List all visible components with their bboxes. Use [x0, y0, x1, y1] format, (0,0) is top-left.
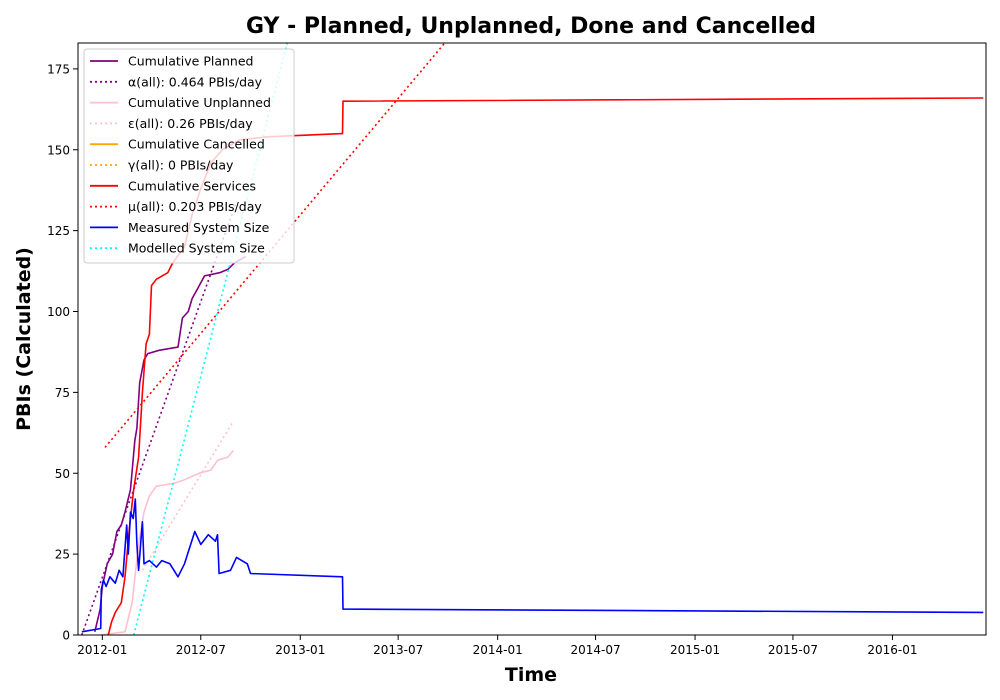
x-axis: 2012-01 2012-07 2013-01 2013-07 2014-01 2014-…: [77, 635, 918, 657]
legend-entry: Measured System Size: [128, 220, 270, 235]
x-axis-label: Time: [505, 664, 557, 686]
series-line-cumulative-planned: [94, 255, 246, 632]
y-tick-label: 100: [47, 305, 70, 319]
legend-entry: Cumulative Planned: [128, 54, 253, 69]
legend-entry: Modelled System Size: [128, 241, 265, 256]
x-tick-label: 2014-07: [570, 643, 620, 657]
legend-entry: ε(all): 0.26 PBIs/day: [128, 116, 253, 131]
series-line-all-0-464-pbis-day: [81, 204, 237, 635]
series-line-modelled-system-size: [132, 43, 289, 635]
legend-entry: Cumulative Unplanned: [128, 95, 271, 110]
y-axis-label: PBIs (Calculated): [13, 247, 35, 431]
legend: Cumulative Planned α(all): 0.464 PBIs/day…: [83, 48, 295, 264]
y-axis: 0 25 50 75 100 125 150 175: [47, 62, 78, 643]
x-tick-label: 2012-07: [176, 643, 226, 657]
x-tick-label: 2013-07: [373, 643, 423, 657]
x-tick-label: 2015-07: [768, 643, 818, 657]
y-tick-label: 0: [62, 629, 70, 643]
x-tick-label: 2013-01: [275, 643, 325, 657]
legend-entry: Cumulative Cancelled: [128, 137, 265, 152]
legend-entry: α(all): 0.464 PBIs/day: [128, 74, 263, 89]
y-tick-label: 125: [47, 224, 70, 238]
y-tick-label: 50: [55, 467, 70, 481]
series-line-all-0-26-pbis-day: [141, 421, 234, 571]
x-tick-label: 2016-01: [867, 643, 917, 657]
legend-entry: γ(all): 0 PBIs/day: [128, 158, 234, 173]
series-line-measured-system-size: [81, 498, 984, 633]
legend-box: [83, 48, 295, 264]
legend-entry: μ(all): 0.203 PBIs/day: [128, 199, 262, 214]
y-tick-label: 150: [47, 143, 70, 157]
x-tick-label: 2014-01: [473, 643, 523, 657]
plot-frame: [77, 42, 987, 636]
legend-entry: Cumulative Services: [128, 178, 256, 193]
y-tick-label: 175: [47, 62, 70, 76]
series-line-cumulative-unplanned: [100, 450, 234, 635]
x-tick-label: 2015-01: [670, 643, 720, 657]
y-tick-label: 75: [55, 386, 70, 400]
chart-title: GY - Planned, Unplanned, Done and Cancel…: [246, 14, 816, 39]
x-tick-label: 2012-01: [77, 643, 127, 657]
y-tick-label: 25: [55, 548, 70, 562]
